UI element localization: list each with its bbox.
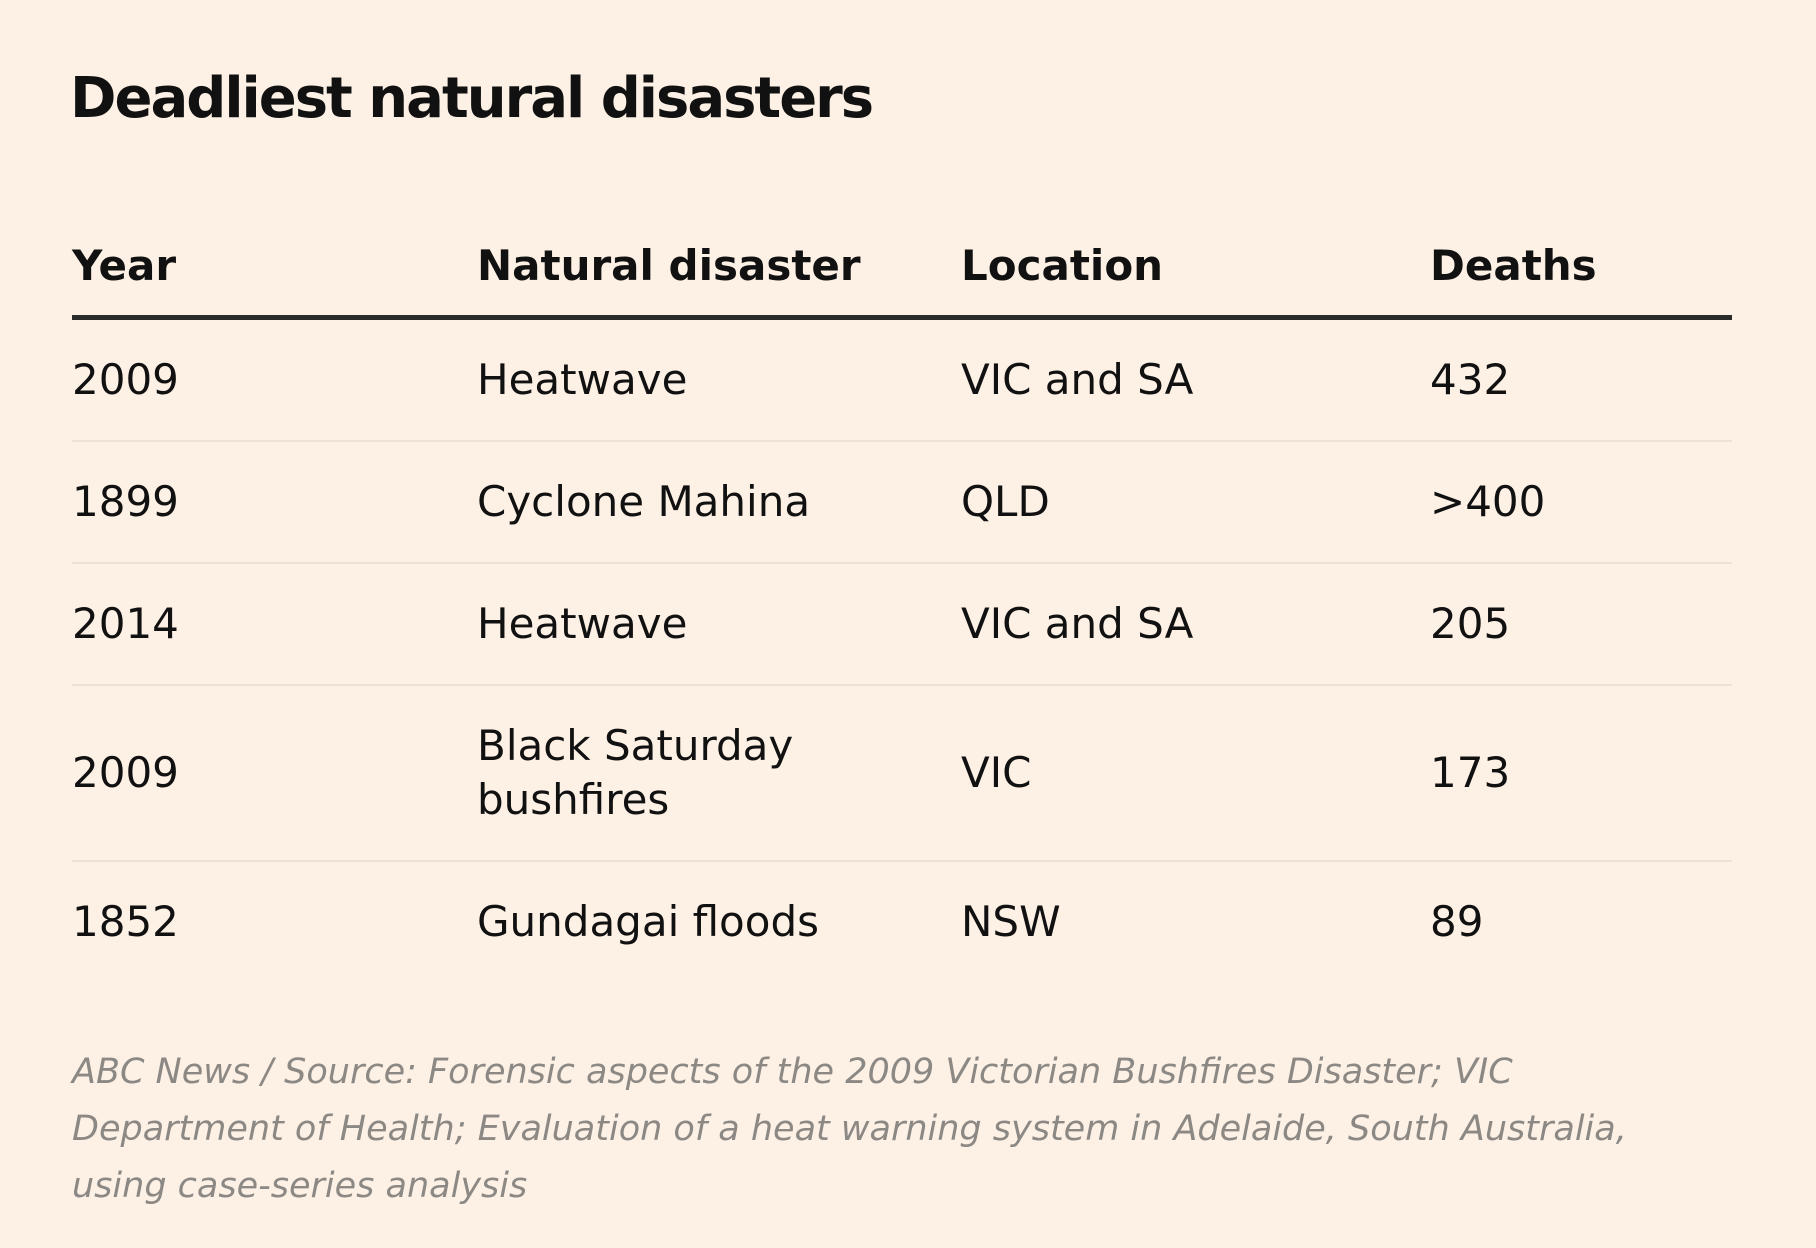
table-cell: 432: [1430, 317, 1732, 442]
table-cell: 2014: [72, 563, 477, 686]
table-cell: Black Saturday bushfires: [477, 685, 961, 862]
table-cell: VIC and SA: [961, 317, 1430, 442]
table-row: 1852 Gundagai floods NSW 89: [72, 861, 1732, 982]
column-header: Year: [72, 219, 477, 320]
column-header: Location: [961, 219, 1430, 320]
table-cell: 1899: [72, 441, 477, 564]
table-cell: VIC: [961, 685, 1430, 862]
footer: ABC News / Source: Forensic aspects of t…: [72, 1052, 1627, 1206]
table-cell: QLD: [961, 441, 1430, 564]
title: Deadliest natural disasters: [70, 66, 874, 131]
table-cell: NSW: [961, 897, 1061, 946]
table-cell: 2009: [72, 317, 477, 442]
table-header: Year Natural disaster Location Deaths: [72, 219, 1732, 320]
table-cell: Cyclone Mahina: [477, 441, 961, 564]
table-cell: 1852: [72, 897, 179, 946]
header-row: Year Natural disaster Location Deaths: [72, 219, 1732, 320]
table-row: 1899 Cyclone Mahina QLD >400: [72, 441, 1732, 564]
table: Year Natural disaster Location Deaths 2009 H…: [72, 219, 1732, 982]
table-cell: 205: [1430, 563, 1732, 686]
table-cell: >400: [1430, 441, 1732, 564]
table-cell: Heatwave: [477, 563, 961, 686]
table-row: 2014 Heatwave VIC and SA 205: [72, 563, 1732, 686]
column-header: Deaths: [1430, 219, 1732, 320]
table-cell: Gundagai floods: [477, 897, 819, 946]
column-header: Natural disaster: [477, 219, 961, 320]
table-row: 2009 Black Saturday bushfires VIC 173: [72, 685, 1732, 862]
table-row: 2009 Heatwave VIC and SA 432: [72, 317, 1732, 442]
table-cell: VIC and SA: [961, 563, 1430, 686]
table-cell: 89: [1430, 897, 1484, 946]
table-cell: Heatwave: [477, 317, 961, 442]
table-body: 2009 Heatwave VIC and SA 432 1899 Cyclone Mah…: [72, 317, 1732, 983]
table-cell: 2009: [72, 685, 477, 862]
table-cell: 173: [1430, 685, 1732, 862]
